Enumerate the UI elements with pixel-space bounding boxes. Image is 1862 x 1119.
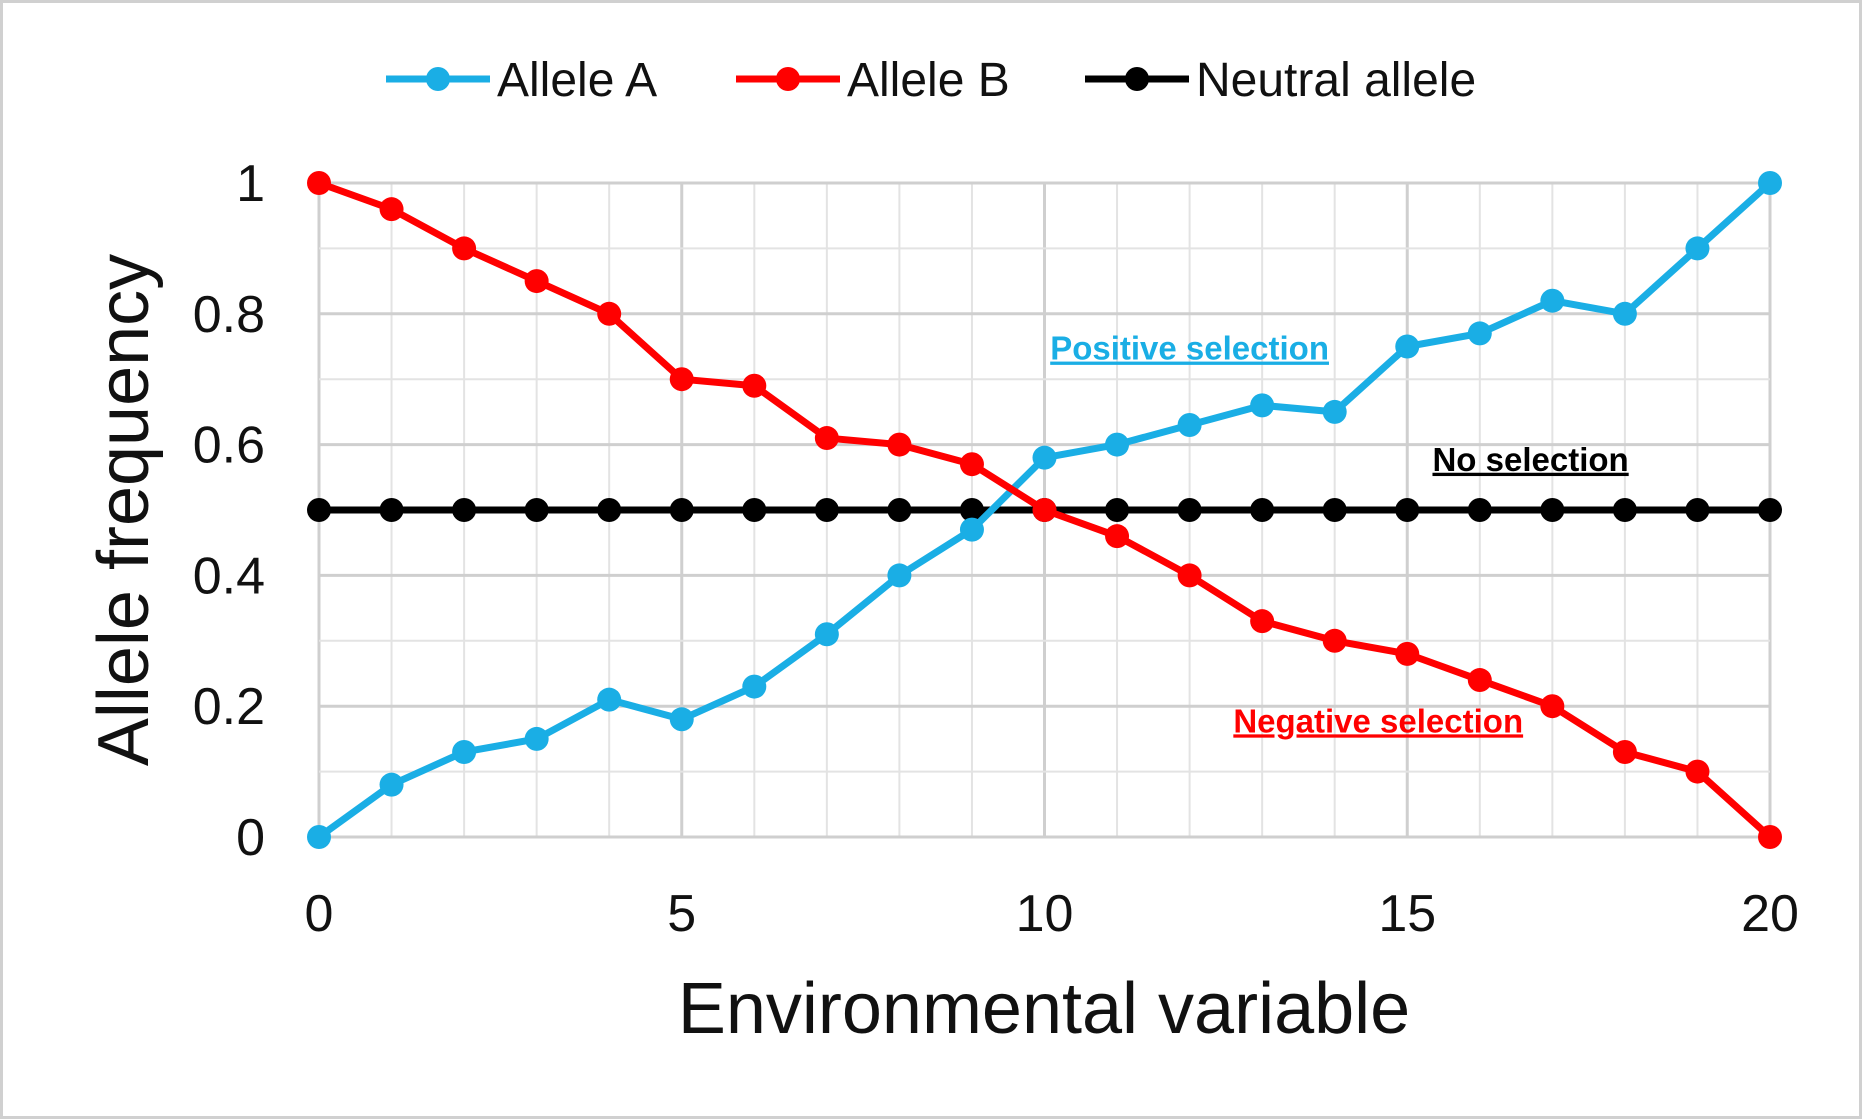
x-tick-label: 20: [1741, 885, 1799, 943]
data-point: [524, 498, 549, 522]
y-tick-label: 0.2: [193, 678, 265, 736]
line-chart: Positive selection No selection Negative s…: [84, 54, 1799, 1049]
data-point: [597, 301, 622, 326]
data-point: [379, 498, 404, 522]
data-point: [814, 622, 839, 647]
data-point: [1685, 498, 1710, 522]
data-point: [1685, 759, 1710, 784]
tick-labels: 0 5 10 15 20 0 0.2 0.4 0.6 0.8 1: [193, 155, 1799, 943]
data-point: [1105, 432, 1130, 457]
x-axis-title: Environmental variable: [678, 969, 1410, 1049]
data-point: [1032, 445, 1057, 470]
data-point: [1467, 668, 1492, 693]
data-point: [524, 269, 549, 294]
x-tick-label: 5: [667, 885, 696, 943]
data-point: [1540, 498, 1565, 522]
x-tick-label: 15: [1378, 885, 1436, 943]
legend-marker: [1125, 67, 1149, 91]
data-point: [1395, 498, 1420, 522]
data-point: [1322, 399, 1347, 424]
annotation-label: Positive selection: [1050, 330, 1329, 367]
data-point: [1032, 498, 1057, 522]
data-point: [452, 739, 477, 764]
data-point: [1177, 498, 1202, 522]
data-point: [452, 236, 477, 261]
data-point: [1467, 498, 1492, 522]
data-point: [307, 825, 331, 849]
data-point: [1612, 498, 1637, 522]
legend-marker: [426, 67, 450, 91]
data-point: [887, 563, 912, 588]
data-point: [814, 498, 839, 522]
data-point: [1758, 498, 1782, 522]
y-tick-label: 0.6: [193, 417, 265, 475]
data-point: [1467, 321, 1492, 346]
x-tick-label: 0: [305, 885, 334, 943]
legend-label: Allele A: [497, 54, 657, 107]
data-point: [452, 498, 477, 522]
data-point: [742, 373, 767, 398]
data-point: [1105, 498, 1130, 522]
data-point: [1250, 498, 1275, 522]
data-point: [597, 498, 622, 522]
data-point: [669, 498, 694, 522]
data-point: [1177, 563, 1202, 588]
data-point: [959, 452, 984, 477]
legend-label: Allele B: [847, 54, 1010, 107]
data-point: [1177, 412, 1202, 437]
y-axis-title: Allele frequency: [84, 254, 164, 766]
data-point: [1612, 739, 1637, 764]
data-point: [669, 707, 694, 732]
legend-marker: [776, 67, 800, 91]
y-tick-label: 0.4: [193, 547, 265, 605]
legend-label: Neutral allele: [1196, 54, 1476, 107]
data-point: [959, 517, 984, 542]
y-tick-label: 1: [236, 155, 265, 213]
data-point: [597, 687, 622, 712]
data-point: [814, 426, 839, 451]
data-point: [1250, 609, 1275, 634]
data-point: [524, 726, 549, 751]
data-point: [1758, 171, 1782, 195]
data-point: [379, 772, 404, 797]
data-point: [1250, 393, 1275, 418]
data-point: [1395, 334, 1420, 359]
annotation-label: Negative selection: [1233, 702, 1523, 739]
legend: Allele A Allele B Neutral allele: [386, 54, 1476, 107]
series-lines: [307, 171, 1782, 849]
data-point: [887, 432, 912, 457]
data-point: [742, 498, 767, 522]
data-point: [379, 197, 404, 222]
y-tick-label: 0.8: [193, 286, 265, 344]
y-tick-label: 0: [236, 809, 265, 867]
annotations: Positive selection No selection Negative s…: [1050, 330, 1628, 740]
data-point: [669, 367, 694, 392]
data-point: [307, 171, 331, 195]
data-point: [1540, 694, 1565, 719]
data-point: [742, 674, 767, 699]
data-point: [1395, 641, 1420, 666]
annotation-label: No selection: [1432, 441, 1628, 478]
data-point: [1612, 301, 1637, 326]
data-point: [1105, 524, 1130, 549]
data-point: [1685, 236, 1710, 261]
data-point: [307, 498, 331, 522]
data-point: [1540, 288, 1565, 313]
data-point: [959, 498, 984, 522]
data-point: [887, 498, 912, 522]
data-point: [1758, 825, 1782, 849]
x-tick-label: 10: [1016, 885, 1074, 943]
data-point: [1322, 628, 1347, 653]
data-point: [1322, 498, 1347, 522]
